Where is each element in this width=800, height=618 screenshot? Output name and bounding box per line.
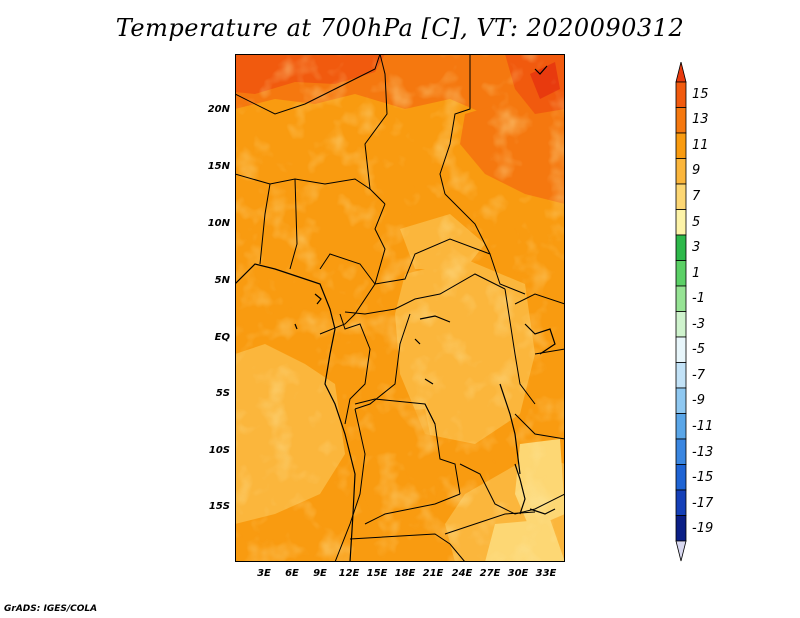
colorbar-cell — [675, 311, 687, 338]
map-frame — [235, 54, 565, 562]
colorbar-cell — [675, 81, 687, 108]
colorbar-label: 13 — [692, 112, 709, 128]
colorbar-label: 15 — [692, 86, 709, 102]
colorbar-cell — [675, 260, 687, 287]
lon-label-6e: 6E — [285, 568, 299, 579]
colorbar-label: 1 — [692, 265, 701, 281]
lat-label-10s: 10S — [208, 445, 230, 456]
colorbar-label: -11 — [692, 419, 714, 434]
lon-label-33e: 33E — [535, 568, 557, 579]
temperature-map — [235, 54, 565, 562]
lon-label-21e: 21E — [422, 568, 444, 579]
colorbar-cell — [675, 209, 687, 236]
lon-label-27e: 27E — [479, 568, 501, 579]
country-borders — [235, 54, 565, 562]
lon-label-18e: 18E — [394, 568, 416, 579]
colorbar-cell — [675, 438, 687, 465]
colorbar-cell — [675, 285, 687, 312]
colorbar-cell — [675, 158, 687, 185]
colorbar-cell — [675, 107, 687, 134]
colorbar-label: -3 — [692, 316, 705, 332]
colorbar-cell — [675, 387, 687, 414]
colorbar-cell — [675, 183, 687, 210]
map-title: Temperature at 700hPa [C], VT: 202009031… — [115, 14, 685, 42]
lon-label-12e: 12E — [338, 568, 360, 579]
colorbar — [675, 62, 687, 562]
lon-label-9e: 9E — [313, 568, 327, 579]
colorbar-cell — [675, 132, 687, 159]
lon-label-24e: 24E — [451, 568, 473, 579]
colorbar-cell — [675, 515, 687, 542]
lat-label-20n: 20N — [207, 104, 230, 115]
colorbar-bottom-triangle — [675, 540, 687, 562]
colorbar-cell — [675, 336, 687, 363]
lon-label-30e: 30E — [507, 568, 529, 579]
coastlines-lakes — [235, 65, 556, 562]
colorbar-label: 7 — [692, 189, 701, 204]
lon-label-3e: 3E — [257, 568, 271, 579]
colorbar-top-triangle — [675, 62, 687, 83]
colorbar-label: -5 — [692, 342, 705, 358]
lat-label-10n: 10N — [207, 218, 230, 229]
lat-label-5s: 5S — [215, 388, 230, 399]
colorbar-label: 9 — [692, 163, 701, 179]
colorbar-label: 5 — [692, 214, 701, 230]
field-texture — [235, 54, 565, 562]
lon-label-15e: 15E — [366, 568, 388, 579]
colorbar-label: 3 — [692, 240, 701, 256]
colorbar-label: -1 — [692, 291, 705, 307]
colorbar-label: -9 — [692, 393, 705, 409]
colorbar-cell — [675, 234, 687, 261]
colorbar-label: -7 — [692, 367, 705, 383]
lat-label-eq: EQ — [214, 332, 230, 343]
grads-credit: GrADS: IGES/COLA — [4, 604, 98, 614]
colorbar-label: -19 — [692, 521, 714, 537]
colorbar-label: -13 — [692, 444, 714, 460]
colorbar-cell — [675, 489, 687, 516]
lat-label-15n: 15N — [207, 161, 230, 172]
colorbar-label: -15 — [692, 470, 714, 486]
colorbar-cell — [675, 362, 687, 389]
colorbar-label: -17 — [692, 495, 714, 511]
lat-label-5n: 5N — [214, 275, 230, 286]
colorbar-cell — [675, 464, 687, 491]
colorbar-cell — [675, 413, 687, 440]
colorbar-label: 11 — [692, 137, 709, 153]
lat-label-15s: 15S — [208, 501, 230, 512]
